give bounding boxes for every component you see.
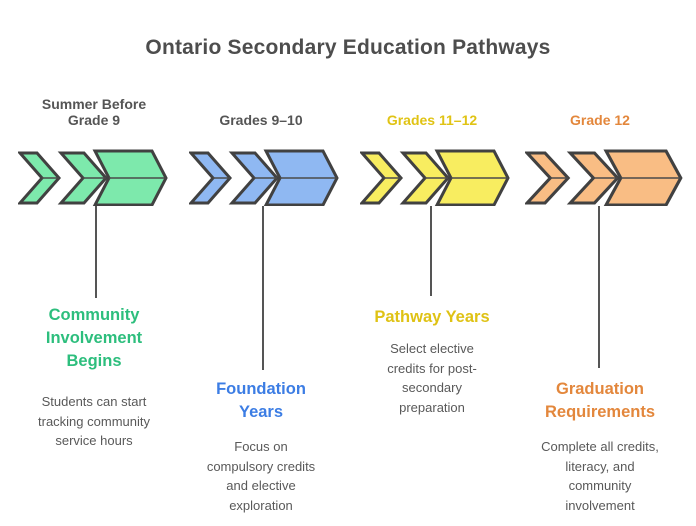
connector-line [262, 206, 264, 370]
chevron-arrows-icon [189, 149, 339, 206]
diagram-title: Ontario Secondary Education Pathways [145, 36, 551, 59]
stage-period-label: Grade 12 [570, 112, 630, 128]
stage-column-grade-12: Grade 12 Graduation Requirements Complet… [520, 0, 694, 526]
chevron-arrows-icon [525, 149, 683, 206]
connector-line [598, 206, 600, 368]
stage-period-label: Grades 11–12 [386, 112, 478, 128]
connector-line [95, 206, 97, 298]
connector-line [430, 206, 432, 296]
stage-description: Focus on compulsory credits and elective… [206, 439, 316, 513]
stage-column-grades-9-10: Grades 9–10 Foundation Years Focus on co… [178, 0, 352, 526]
stage-heading: Pathway Years [374, 308, 490, 326]
stage-column-summer-before-grade-9: Summer Before Grade 9 Community Involvem… [7, 0, 181, 526]
stage-heading: Foundation Years [216, 380, 306, 421]
stage-description: Students can start tracking community se… [38, 394, 150, 448]
stage-description: Select elective credits for post- second… [387, 341, 477, 415]
stage-heading: Graduation Requirements [544, 380, 656, 421]
stage-period-label: Grades 9–10 [219, 112, 303, 128]
stage-column-grades-11-12: Grades 11–12 Pathway Years Select electi… [349, 0, 523, 526]
stage-description: Complete all credits, literacy, and comm… [541, 439, 659, 513]
stage-period-label: Summer Before Grade 9 [41, 96, 147, 128]
chevron-arrows-icon [360, 149, 510, 206]
chevron-arrows-icon [18, 149, 168, 206]
stage-heading: Community Involvement Begins [45, 306, 143, 370]
